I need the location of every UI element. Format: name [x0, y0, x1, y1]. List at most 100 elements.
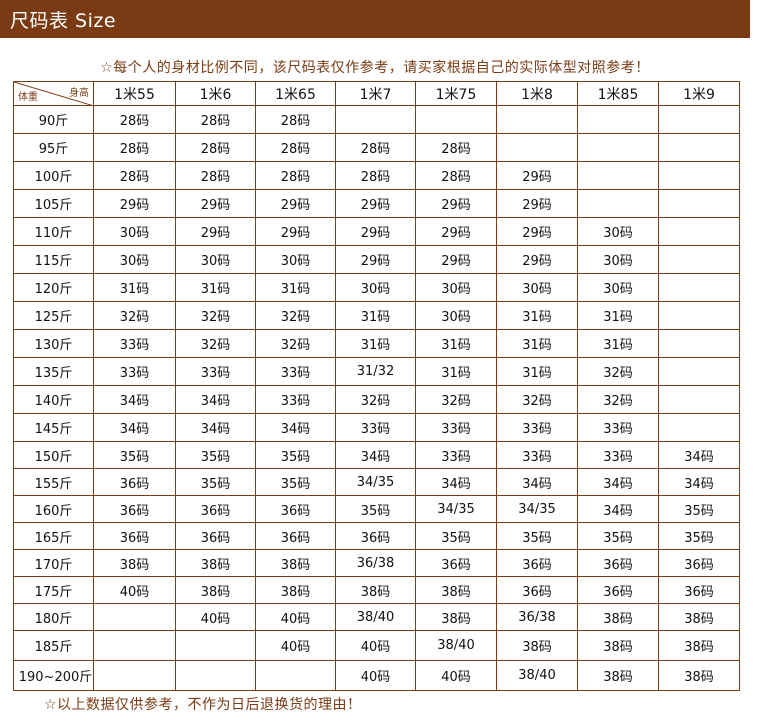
table-row: 115斤 30码 30码 30码 29码 29码 29码 30码 — [13, 245, 740, 274]
size-cell — [658, 133, 740, 162]
table-row: 120斤 31码 31码 31码 30码 30码 30码 30码 — [13, 273, 740, 302]
size-cell: 38码 — [255, 576, 336, 604]
top-note: ☆每个人的身材比例不同，该尺码表仅作参考，请买家根据自己的实际体型对照参考！ — [100, 60, 650, 76]
weight-cell: 150斤 — [13, 441, 94, 469]
size-cell — [658, 189, 740, 218]
weight-cell: 180斤 — [13, 603, 94, 631]
size-cell: 28码 — [175, 105, 256, 134]
corner-cell: 身高 体重 — [13, 81, 94, 106]
size-cell: 31码 — [415, 329, 497, 358]
height-header: 1米7 — [335, 81, 416, 106]
table-row: 140斤 34码 34码 33码 32码 32码 32码 32码 — [13, 385, 740, 414]
corner-height-label: 身高 — [69, 88, 89, 99]
table-row: 185斤 40码 40码 38/40 38码 38码 38码 — [13, 630, 740, 661]
size-cell: 30码 — [255, 245, 336, 274]
size-cell: 36码 — [415, 549, 497, 577]
size-cell: 32码 — [93, 301, 176, 330]
weight-cell: 130斤 — [13, 329, 94, 358]
size-cell — [175, 660, 256, 691]
size-cell: 36码 — [255, 522, 336, 550]
size-cell: 38/40 — [496, 660, 578, 691]
size-cell: 36码 — [658, 576, 740, 604]
size-cell: 30码 — [93, 245, 176, 274]
height-header: 1米55 — [93, 81, 176, 106]
size-cell: 38码 — [658, 660, 740, 691]
header-bar: 尺码表 Size — [0, 0, 750, 38]
size-cell: 34码 — [93, 385, 176, 414]
size-cell — [496, 133, 578, 162]
size-cell: 33码 — [415, 413, 497, 442]
size-cell: 32码 — [335, 385, 416, 414]
size-cell — [577, 105, 659, 134]
size-cell: 28码 — [255, 133, 336, 162]
size-cell: 31码 — [93, 273, 176, 302]
size-cell: 29码 — [175, 217, 256, 246]
size-cell: 36码 — [577, 549, 659, 577]
size-cell: 36码 — [255, 495, 336, 523]
height-header: 1米8 — [496, 81, 578, 106]
size-cell: 40码 — [93, 576, 176, 604]
weight-cell: 90斤 — [13, 105, 94, 134]
table-row: 150斤 35码 35码 35码 34码 33码 33码 33码 34码 — [13, 441, 740, 469]
size-cell: 31/32 — [335, 357, 416, 386]
weight-cell: 115斤 — [13, 245, 94, 274]
weight-cell: 110斤 — [13, 217, 94, 246]
size-cell: 30码 — [415, 301, 497, 330]
weight-cell: 120斤 — [13, 273, 94, 302]
weight-cell: 95斤 — [13, 133, 94, 162]
size-cell: 35码 — [93, 441, 176, 469]
size-cell: 29码 — [496, 217, 578, 246]
size-cell: 38码 — [93, 549, 176, 577]
table-row: 160斤 36码 36码 36码 35码 34/35 34/35 34码 35码 — [13, 495, 740, 523]
size-cell — [335, 105, 416, 134]
size-cell: 30码 — [496, 273, 578, 302]
size-cell: 32码 — [577, 357, 659, 386]
corner-weight-label: 体重 — [18, 92, 38, 103]
size-cell: 28码 — [415, 133, 497, 162]
size-table: 身高 体重 1米55 1米6 1米65 1米7 1米75 1米8 1米85 1米9 90斤 28… — [13, 81, 740, 691]
size-cell: 36码 — [496, 549, 578, 577]
size-cell: 31码 — [496, 357, 578, 386]
size-cell — [577, 133, 659, 162]
size-cell: 34码 — [93, 413, 176, 442]
size-cell — [577, 189, 659, 218]
size-cell: 30码 — [577, 245, 659, 274]
size-cell: 33码 — [255, 357, 336, 386]
size-cell: 29码 — [335, 245, 416, 274]
size-cell — [93, 603, 176, 631]
size-cell: 28码 — [335, 161, 416, 190]
height-header-row: 身高 体重 1米55 1米6 1米65 1米7 1米75 1米8 1米85 1米9 — [13, 81, 740, 106]
size-cell: 38/40 — [415, 630, 497, 661]
table-row: 110斤 30码 29码 29码 29码 29码 29码 30码 — [13, 217, 740, 246]
size-cell — [658, 273, 740, 302]
size-cell: 33码 — [93, 329, 176, 358]
size-cell: 35码 — [496, 522, 578, 550]
size-cell: 38码 — [255, 549, 336, 577]
size-cell: 28码 — [93, 133, 176, 162]
size-cell: 34码 — [577, 495, 659, 523]
weight-cell: 185斤 — [13, 630, 94, 661]
size-cell: 34码 — [577, 468, 659, 496]
weight-cell: 145斤 — [13, 413, 94, 442]
table-row: 95斤 28码 28码 28码 28码 28码 — [13, 133, 740, 162]
size-cell: 34码 — [415, 468, 497, 496]
size-cell: 36码 — [577, 576, 659, 604]
weight-cell: 170斤 — [13, 549, 94, 577]
size-cell: 38码 — [577, 603, 659, 631]
size-cell: 28码 — [93, 161, 176, 190]
size-cell: 38码 — [577, 630, 659, 661]
size-cell: 35码 — [658, 495, 740, 523]
size-cell: 30码 — [93, 217, 176, 246]
table-row: 155斤 36码 35码 35码 34/35 34码 34码 34码 34码 — [13, 468, 740, 496]
size-cell: 31码 — [577, 329, 659, 358]
size-cell: 35码 — [175, 441, 256, 469]
table-row: 170斤 38码 38码 38码 36/38 36码 36码 36码 36码 — [13, 549, 740, 577]
size-cell — [415, 105, 497, 134]
size-cell: 29码 — [93, 189, 176, 218]
size-cell: 35码 — [415, 522, 497, 550]
weight-cell: 175斤 — [13, 576, 94, 604]
size-cell: 38码 — [415, 576, 497, 604]
size-cell — [658, 217, 740, 246]
size-cell: 38码 — [175, 549, 256, 577]
size-cell — [658, 329, 740, 358]
